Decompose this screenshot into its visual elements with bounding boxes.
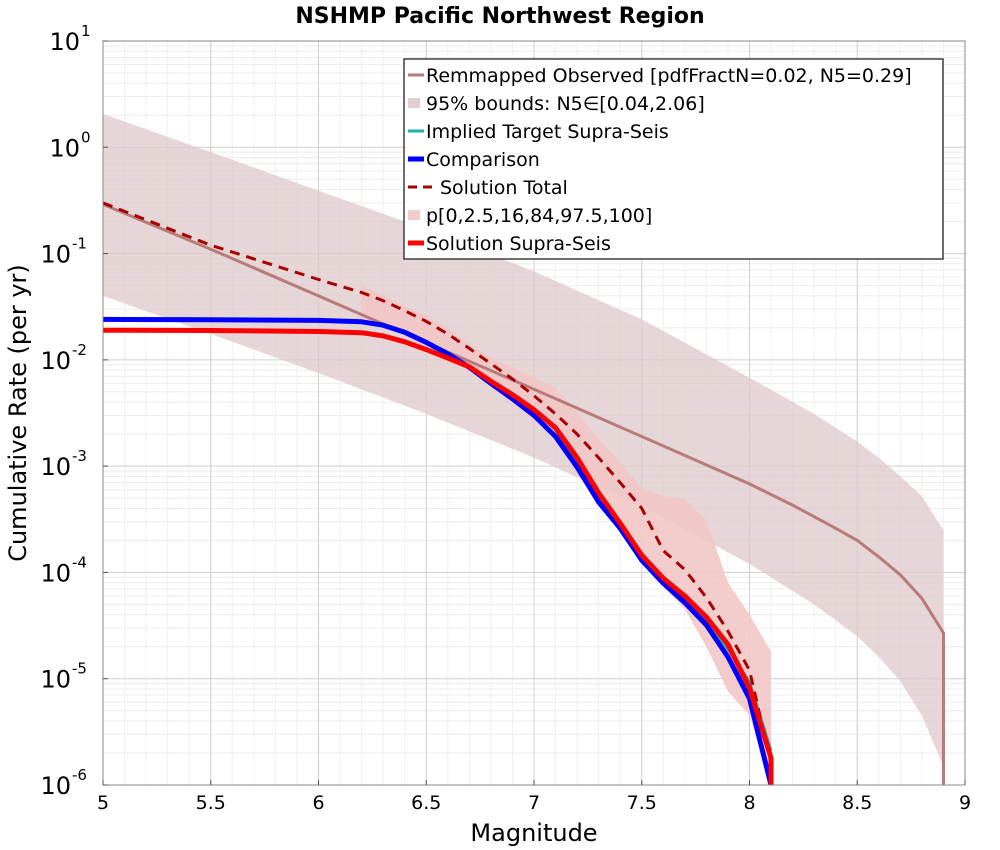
x-tick-label: 8.5 xyxy=(842,792,872,814)
x-tick-label: 8 xyxy=(743,792,755,814)
legend-label: Remmapped Observed [pdfFractN=0.02, N5=0… xyxy=(426,65,912,87)
legend-label: Implied Target Supra-Seis xyxy=(426,121,669,143)
x-tick-label: 7.5 xyxy=(627,792,657,814)
x-axis-ticks: 5 5.5 6 6.5 7 7.5 8 8.5 9 xyxy=(97,780,971,814)
y-tick-exponent: -5 xyxy=(72,660,87,678)
y-tick-label: 10 xyxy=(40,666,71,694)
y-tick-label: 10 xyxy=(40,347,71,375)
y-tick-label: 10 xyxy=(49,134,80,162)
x-tick-label: 5.5 xyxy=(196,792,226,814)
y-tick-exponent: -1 xyxy=(72,235,87,253)
legend-label: Solution Supra-Seis xyxy=(426,233,611,255)
series-line xyxy=(102,327,774,785)
y-tick-label: 10 xyxy=(40,559,71,587)
legend-label: p[0,2.5,16,84,97.5,100] xyxy=(426,205,652,227)
y-tick-exponent: -2 xyxy=(72,341,87,359)
y-tick-exponent: -6 xyxy=(72,766,87,784)
series-line xyxy=(102,201,773,764)
series-layer xyxy=(102,201,945,786)
series-line xyxy=(102,316,774,786)
y-axis-label: Cumulative Rate (per yr) xyxy=(4,264,32,562)
y-tick-exponent: -3 xyxy=(72,447,87,465)
legend-label: Comparison xyxy=(426,149,540,171)
y-tick-label: 10 xyxy=(49,28,80,56)
y-tick-label: 10 xyxy=(40,772,71,800)
x-tick-label: 6 xyxy=(312,792,324,814)
legend-label: Solution Total xyxy=(440,177,568,199)
legend: Remmapped Observed [pdfFractN=0.02, N5=0… xyxy=(403,58,944,260)
legend-swatch xyxy=(408,98,420,108)
x-tick-label: 6.5 xyxy=(411,792,441,814)
uncertainty-band xyxy=(361,285,771,785)
y-tick-label: 10 xyxy=(40,241,71,269)
x-tick-label: 7 xyxy=(528,792,540,814)
y-tick-exponent: 1 xyxy=(81,22,91,40)
chart-title: NSHMP Pacific Northwest Region xyxy=(295,4,704,29)
x-tick-label: 5 xyxy=(97,792,109,814)
legend-swatch xyxy=(408,210,420,220)
x-axis-label: Magnitude xyxy=(470,819,597,847)
x-tick-label: 9 xyxy=(959,792,971,814)
y-tick-exponent: 0 xyxy=(81,128,91,146)
y-tick-exponent: -4 xyxy=(72,553,87,571)
series-line xyxy=(102,203,945,785)
y-tick-label: 10 xyxy=(40,453,71,481)
legend-box xyxy=(403,58,944,260)
legend-label: 95% bounds: N5∈[0.04,2.06] xyxy=(426,93,705,115)
